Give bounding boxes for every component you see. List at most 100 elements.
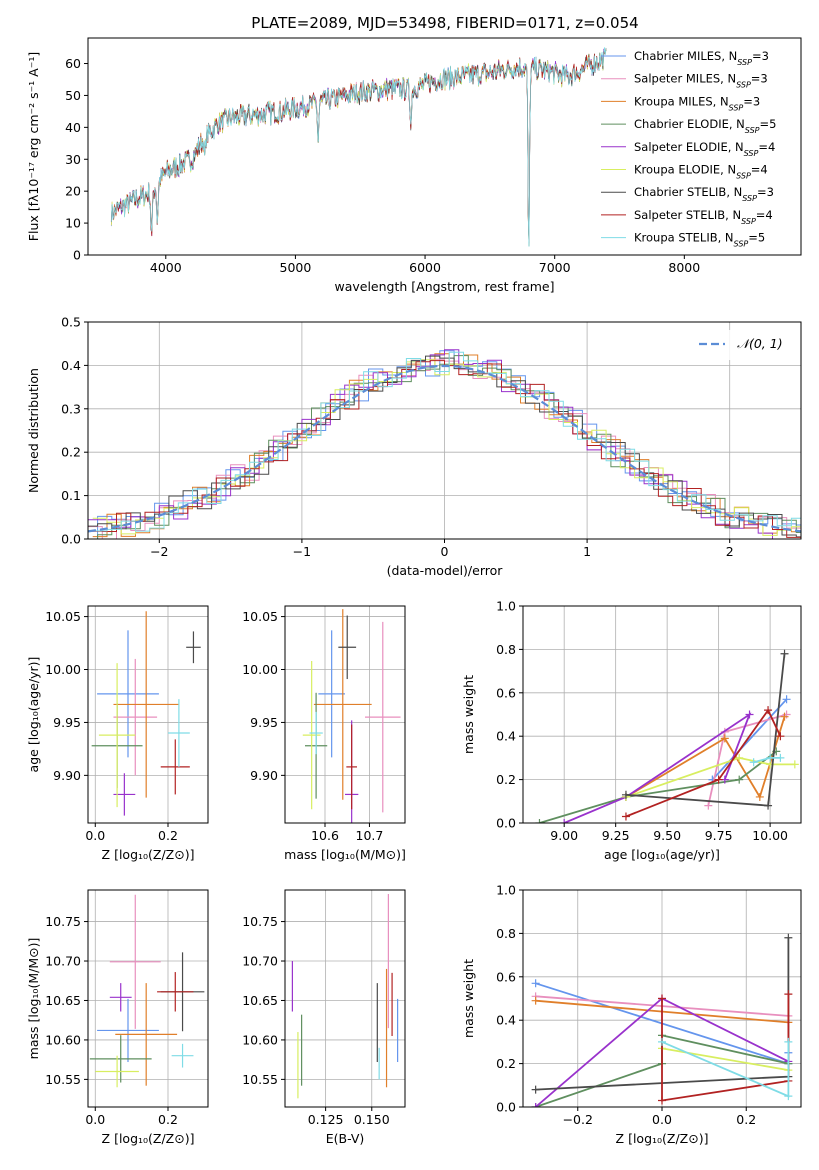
legend-entry: Salpeter STELIB, NSSP=4 [634, 208, 773, 226]
y-tick-label: 0.0 [496, 816, 516, 831]
x-tick-label: 0.0 [652, 1112, 672, 1127]
y-tick-label: 9.90 [250, 768, 278, 783]
errorbar-6 [338, 615, 357, 680]
legend-entry: Chabrier STELIB, NSSP=3 [634, 185, 774, 203]
errorbar-4 [109, 983, 132, 1012]
errorbar-2 [313, 609, 372, 800]
x-tick-label: 0.125 [308, 1112, 344, 1127]
x-tick-label: 6000 [409, 260, 441, 275]
x-tick-label: 9.00 [550, 828, 578, 843]
y-tick-label: 0.1 [61, 488, 81, 503]
figure-title: PLATE=2089, MJD=53498, FIBERID=0171, z=0… [251, 14, 638, 32]
axes-frame [87, 37, 802, 256]
axes-frame [522, 605, 802, 824]
legend-entry: Salpeter ELODIE, NSSP=4 [634, 140, 775, 158]
x-tick-label: 5000 [280, 260, 312, 275]
plot-area [535, 649, 799, 823]
errorbar-1 [365, 621, 401, 813]
weight-marker [784, 1092, 793, 1101]
y-tick-label: 10.55 [242, 1072, 278, 1087]
y-tick-label: 0.0 [61, 532, 81, 547]
legend-entry: Kroupa STELIB, NSSP=5 [634, 231, 765, 249]
plot-area [531, 933, 793, 1107]
x-tick-label: 4000 [150, 260, 182, 275]
errorbar-0 [97, 630, 159, 758]
weight-marker [780, 712, 789, 721]
y-tick-label: 9.90 [53, 768, 81, 783]
legend-model-name: Salpeter ELODIE, N [634, 140, 744, 154]
histogram-step-3 [88, 355, 801, 539]
plot-area [291, 893, 399, 1099]
y-tick-label: 10.00 [45, 662, 81, 677]
legend-subscript: SSP [737, 58, 752, 67]
y-axis-label: age [log₁₀(age/yr)] [26, 657, 41, 773]
x-tick-label: 0 [441, 544, 449, 559]
y-axis-label: mass [log₁₀(M/M⊙)] [26, 938, 41, 1060]
weight-marker [776, 732, 785, 741]
spectrum-line-6 [110, 50, 607, 244]
x-axis-label: Z [log₁₀(Z/Z⊙)] [616, 1131, 709, 1146]
errorbar-8 [171, 1043, 194, 1068]
chart-mass-vs-age: 10.6 10.7 9.90 9.95 10.00 10.05 mass [log₁₀(M/… [242, 605, 406, 862]
weight-marker [780, 649, 789, 658]
weight-series-7 [621, 706, 785, 821]
weight-marker [714, 775, 723, 784]
legend-subscript: SSP [744, 148, 759, 157]
x-axis-label: Z [log₁₀(Z/Z⊙)] [102, 847, 195, 862]
y-axis-label: mass weight [461, 675, 476, 754]
chart-z-vs-age: 0.0 0.2 9.90 9.95 10.00 10.05 Z [log₁₀(Z/Z⊙)] a… [26, 605, 209, 862]
legend-entry: Kroupa MILES, NSSP=3 [634, 94, 760, 112]
x-tick-label: 0.2 [158, 828, 178, 843]
legend-subscript: SSP [729, 103, 744, 112]
legend-entry: Chabrier ELODIE, NSSP=5 [634, 117, 776, 135]
weight-marker [531, 1103, 540, 1107]
y-tick-label: 1.0 [496, 599, 516, 614]
y-axis-label: mass weight [461, 959, 476, 1038]
y-tick-label: 0.4 [496, 729, 516, 744]
y-tick-label: 50 [65, 88, 81, 103]
weight-marker [735, 753, 744, 762]
x-tick-label: 8000 [668, 260, 700, 275]
weight-series-8 [749, 753, 785, 767]
spectrum-line-3 [110, 49, 607, 247]
weight-marker [745, 710, 754, 719]
y-tick-label: 10.00 [242, 662, 278, 677]
errorbar-0 [97, 998, 159, 1063]
spectrum-line-8 [110, 47, 607, 247]
errorbar-1 [113, 658, 158, 776]
legend-nssp: =5 [760, 117, 777, 131]
legend-model-name: Kroupa STELIB, N [634, 231, 734, 245]
legend-box [691, 330, 791, 360]
legend-model-name: Kroupa ELODIE, N [634, 163, 736, 177]
chart-residuals: 𝒩(0, 1) −2 −1 0 1 2 0.0 0.1 0.2 0.3 0.4 0.5 (data-mo… [26, 315, 802, 578]
y-tick-label: 10.05 [242, 609, 278, 624]
histogram-step-8 [92, 351, 801, 532]
errorbar-2 [115, 983, 178, 1086]
y-tick-label: 0.3 [61, 401, 81, 416]
legend-nssp: =4 [751, 163, 768, 177]
weight-series-2 [621, 712, 789, 801]
legend: 𝒩(0, 1) [691, 330, 791, 360]
weight-marker [658, 994, 666, 1003]
x-axis-label: E(B-V) [326, 1131, 365, 1146]
y-tick-label: 10.05 [45, 609, 81, 624]
chart-ebv-vs-mass: 0.125 0.150 10.55 10.60 10.65 10.70 10.75 E(B-V… [242, 889, 406, 1146]
legend-nssp: =3 [752, 49, 769, 63]
y-tick-label: 10 [65, 216, 81, 231]
x-tick-label: 1 [583, 544, 591, 559]
weight-marker [621, 790, 630, 799]
y-tick-label: 0.2 [496, 772, 516, 787]
weight-marker [784, 990, 793, 999]
y-tick-label: 10.70 [242, 954, 278, 969]
y-tick-label: 0.2 [496, 1056, 516, 1071]
errorbar-5 [95, 1055, 139, 1088]
weight-marker [531, 996, 540, 1005]
y-tick-label: 0.6 [496, 685, 516, 700]
y-tick-label: 0.8 [496, 926, 516, 941]
weight-marker [782, 695, 791, 704]
errorbar-8 [168, 699, 190, 767]
legend-entry: 𝒩(0, 1) [737, 336, 783, 351]
y-tick-label: 0.2 [61, 445, 81, 460]
y-tick-label: 0.8 [496, 642, 516, 657]
legend-subscript: SSP [736, 80, 751, 89]
